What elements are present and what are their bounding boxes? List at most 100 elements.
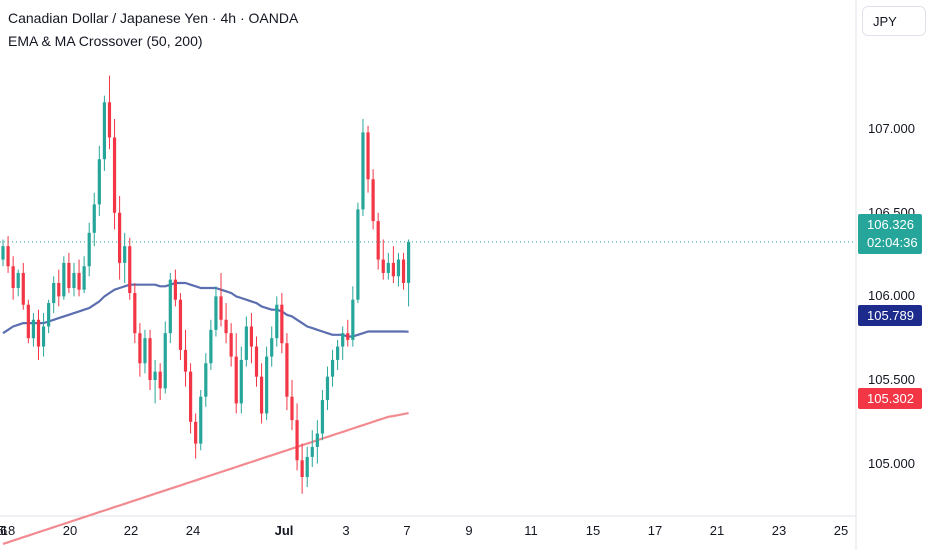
candle-body — [128, 246, 132, 294]
candle-body — [148, 338, 152, 380]
candle — [62, 256, 66, 300]
candle — [92, 192, 96, 247]
candle-body — [67, 262, 71, 288]
candle-body — [315, 433, 319, 447]
candle — [351, 286, 355, 347]
candle — [280, 293, 284, 354]
candle-body — [229, 333, 233, 357]
x-tick-label: 20 — [62, 523, 78, 538]
candle — [407, 239, 411, 307]
candle-body — [254, 346, 259, 377]
candle — [401, 252, 406, 290]
candles-layer — [1, 75, 411, 494]
candle — [72, 262, 76, 297]
candle-body — [325, 376, 330, 401]
candle — [239, 346, 243, 414]
candle — [341, 326, 345, 360]
x-tick-label: 9 — [465, 523, 473, 538]
candle-body — [16, 272, 20, 288]
candle — [77, 259, 81, 297]
x-tick-label: 7 — [403, 523, 411, 538]
x-tick-label: 22 — [123, 523, 139, 538]
candle — [214, 286, 218, 337]
candle — [153, 359, 157, 404]
y-tick-label: 105.500 — [868, 372, 915, 387]
y-tick-label: 106.000 — [868, 288, 915, 304]
candle — [330, 349, 335, 387]
candle — [336, 339, 340, 370]
candle-body — [92, 204, 96, 233]
candle-body — [188, 371, 193, 422]
candle — [356, 202, 360, 304]
candle-body — [118, 212, 122, 263]
candle — [118, 196, 122, 280]
x-tick-label: 15 — [585, 523, 601, 538]
candle — [259, 363, 264, 424]
candle-body — [6, 246, 10, 267]
candle-body — [41, 326, 46, 347]
candle — [285, 333, 289, 411]
candle-body — [153, 371, 157, 380]
candle-body — [31, 319, 36, 339]
candle-body — [11, 266, 15, 288]
candle — [366, 125, 370, 193]
candle-body — [351, 299, 355, 340]
x-tick-label: 25 — [833, 523, 849, 538]
x-tick-label: 18 — [0, 523, 16, 538]
last-price-value: 106.326 — [867, 217, 914, 232]
candle — [391, 246, 395, 283]
candle — [168, 272, 172, 344]
candle — [41, 313, 46, 357]
candle-body — [285, 343, 289, 397]
candle — [47, 299, 51, 334]
x-tick-label: 5 — [0, 523, 4, 538]
ma-value-tag: 105.302 — [858, 388, 922, 409]
candle — [16, 269, 20, 297]
candle-body — [36, 319, 41, 347]
candle — [199, 390, 203, 451]
candle — [244, 316, 248, 367]
y-tick-label: 107.000 — [868, 121, 915, 137]
indicator-label: EMA & MA Crossover (50, 200) — [8, 33, 203, 49]
candle-body — [275, 304, 279, 339]
candle-body — [401, 259, 406, 283]
candle-body — [163, 333, 167, 389]
candle — [123, 232, 127, 283]
ma-200-line — [2, 412, 409, 545]
candle — [112, 119, 117, 230]
ema-value-tag: 105.789 — [858, 305, 922, 326]
candle-body — [305, 456, 309, 478]
candle — [254, 336, 259, 387]
candle-body — [330, 359, 335, 377]
candle-body — [376, 221, 380, 260]
x-tick-label: Jul — [274, 523, 294, 538]
candle — [305, 446, 309, 488]
candle-body — [72, 272, 76, 288]
candle-body — [265, 356, 269, 414]
candle — [128, 237, 132, 300]
candle — [325, 366, 330, 411]
candle — [36, 309, 41, 360]
candle-body — [320, 400, 325, 434]
candle-body — [107, 102, 112, 138]
candle-body — [173, 279, 177, 300]
candle-body — [346, 333, 350, 340]
candle — [376, 212, 380, 270]
candle-body — [219, 296, 223, 320]
candle — [386, 252, 390, 280]
candle — [173, 269, 177, 307]
currency-button[interactable]: JPY — [862, 6, 926, 36]
candle — [57, 269, 61, 307]
candle — [52, 276, 56, 314]
candle-body — [234, 356, 238, 404]
candle — [361, 119, 365, 217]
candle-body — [1, 246, 5, 260]
candle — [290, 380, 294, 431]
candle-body — [168, 279, 172, 334]
candle-body — [295, 420, 299, 461]
candle — [133, 282, 137, 344]
x-tick-label: 3 — [342, 523, 350, 538]
candle — [26, 299, 30, 344]
candle — [229, 323, 233, 367]
